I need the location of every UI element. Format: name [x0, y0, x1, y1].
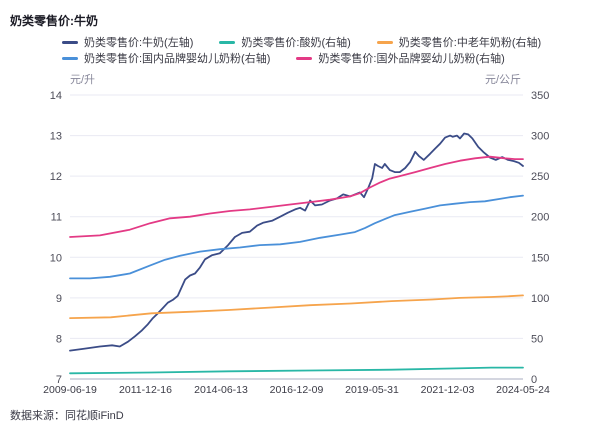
left-axis-tick-label: 8: [56, 333, 62, 345]
legend-item-yogurt[interactable]: 奶类零售价:酸奶(右轴): [219, 34, 351, 50]
legend-label: 奶类零售价:牛奶(左轴): [84, 37, 194, 49]
foreign-infant-formula-line: [69, 155, 524, 238]
x-axis-tick-label: 2014-06-13: [194, 384, 248, 396]
legend-label: 奶类零售价:中老年奶粉(右轴): [398, 37, 542, 49]
legend-item-domestic-infant-formula[interactable]: 奶类零售价:国内品牌婴幼儿奶粉(右轴): [62, 50, 270, 66]
page-title: 奶类零售价:牛奶: [10, 14, 98, 28]
chart-legend: 奶类零售价:牛奶(左轴) 奶类零售价:酸奶(右轴) 奶类零售价:中老年奶粉(右轴…: [62, 34, 562, 66]
left-axis-tick-label: 13: [50, 131, 62, 143]
left-axis-unit-label: 元/升: [70, 74, 96, 86]
x-axis-tick-label: 2016-12-09: [270, 384, 324, 396]
right-axis-tick-label: 50: [531, 333, 543, 345]
right-axis-tick-label: 0: [531, 374, 537, 386]
right-axis-tick-label: 250: [531, 171, 549, 183]
milk-line: [69, 132, 524, 352]
right-axis-tick-label: 300: [531, 131, 549, 143]
legend-item-middle-aged-milk-powder[interactable]: 奶类零售价:中老年奶粉(右轴): [376, 34, 542, 50]
x-axis-tick-label: 2011-12-16: [119, 384, 172, 396]
middle-aged-milk-powder-line: [69, 294, 524, 320]
legend-item-milk[interactable]: 奶类零售价:牛奶(左轴): [62, 34, 193, 50]
left-axis-tick-label: 12: [50, 171, 62, 183]
right-axis-tick-label: 150: [531, 252, 549, 264]
x-axis-tick-label: 2021-12-03: [421, 384, 475, 396]
left-axis-tick-label: 11: [51, 212, 62, 224]
yogurt-line: [69, 366, 524, 375]
legend-label: 奶类零售价:酸奶(右轴): [241, 37, 351, 49]
yogurt-legend-marker-icon: [219, 40, 236, 44]
right-axis-unit-label: 元/公斤: [485, 74, 522, 86]
left-axis-tick-label: 9: [56, 293, 62, 305]
milk-legend-marker-icon: [62, 40, 78, 44]
left-axis-tick-label: 14: [50, 90, 62, 102]
x-axis-tick-label: 2019-05-31: [345, 384, 399, 396]
legend-label: 奶类零售价:国内品牌婴幼儿奶粉(右轴): [84, 53, 271, 65]
right-axis-tick-label: 350: [531, 90, 549, 102]
line-chart: 14 350 13 300 12 250 11 200 10 150 9 100 8 50 7 0 2009-0…: [43, 90, 550, 396]
x-axis-tick-label: 2024-05-24: [496, 384, 550, 396]
right-axis-tick-label: 100: [531, 293, 549, 305]
x-axis-tick-label: 2009-06-19: [43, 384, 97, 396]
data-source-note: 数据来源：同花顺iFinD: [10, 410, 124, 422]
domestic-infant-formula-line: [69, 194, 524, 280]
legend-item-foreign-infant-formula[interactable]: 奶类零售价:国外品牌婴幼儿奶粉(右轴): [296, 50, 505, 66]
left-axis-tick-label: 7: [56, 374, 62, 386]
domestic-infant-formula-legend-marker-icon: [62, 56, 78, 60]
foreign-infant-formula-legend-marker-icon: [296, 56, 313, 60]
legend-label: 奶类零售价:国外品牌婴幼儿奶粉(右轴): [318, 53, 505, 65]
left-axis-tick-label: 10: [50, 252, 62, 264]
legend-row-1: 奶类零售价:牛奶(左轴) 奶类零售价:酸奶(右轴) 奶类零售价:中老年奶粉(右轴…: [62, 34, 562, 50]
legend-row-2: 奶类零售价:国内品牌婴幼儿奶粉(右轴) 奶类零售价:国外品牌婴幼儿奶粉(右轴): [62, 50, 562, 66]
middle-aged-milk-powder-legend-marker-icon: [376, 40, 393, 44]
right-axis-tick-label: 200: [531, 212, 549, 224]
